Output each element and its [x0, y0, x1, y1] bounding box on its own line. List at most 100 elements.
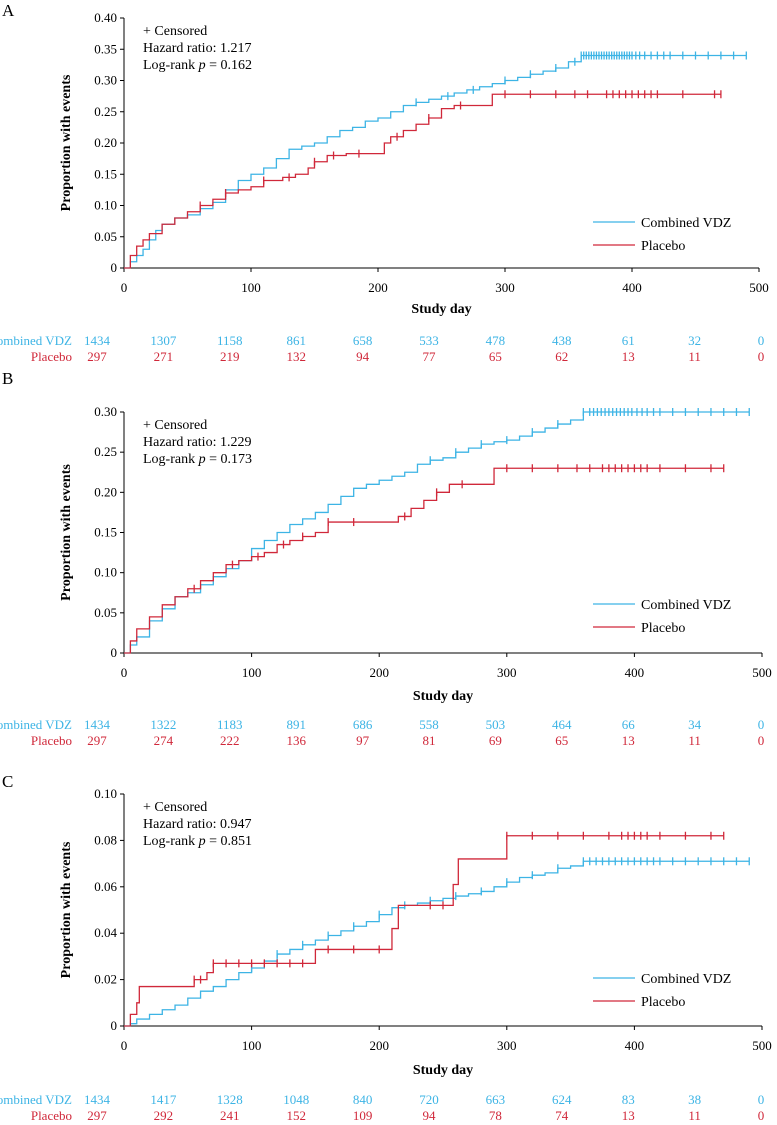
y-tick-label: 0.10 [94, 565, 117, 580]
y-tick-label: 0.40 [94, 10, 117, 25]
risk-count-placebo: 78 [489, 1108, 502, 1123]
y-tick-label: 0.15 [94, 525, 117, 540]
risk-count-vdz: 533 [419, 333, 439, 348]
risk-count-vdz: 478 [486, 333, 506, 348]
risk-count-vdz: 503 [486, 717, 506, 732]
risk-count-placebo: 109 [353, 1108, 373, 1123]
risk-count-placebo: 297 [87, 733, 107, 748]
x-tick-label: 0 [121, 280, 128, 295]
risk-count-vdz: 1322 [150, 717, 176, 732]
legend-label-placebo: Placebo [641, 995, 685, 1010]
risk-count-vdz: 1158 [217, 333, 243, 348]
risk-count-placebo: 222 [220, 733, 240, 748]
y-tick-label: 0 [111, 645, 118, 660]
x-tick-label: 200 [369, 665, 389, 680]
risk-count-vdz: 1417 [150, 1092, 177, 1107]
y-tick-label: 0.10 [94, 786, 117, 801]
x-tick-label: 300 [497, 665, 517, 680]
risk-count-placebo: 13 [622, 1108, 635, 1123]
risk-count-placebo: 97 [356, 733, 370, 748]
risk-count-vdz: 624 [552, 1092, 572, 1107]
risk-count-placebo: 77 [423, 349, 437, 364]
risk-count-placebo: 136 [286, 733, 306, 748]
risk-count-placebo: 69 [489, 733, 502, 748]
risk-count-vdz: 1434 [84, 333, 111, 348]
risk-count-vdz: 558 [419, 717, 439, 732]
risk-count-vdz: 83 [622, 1092, 635, 1107]
risk-count-placebo: 94 [356, 349, 370, 364]
panel-label: C [2, 772, 13, 791]
y-tick-label: 0.25 [94, 444, 117, 459]
risk-count-placebo: 297 [87, 1108, 107, 1123]
x-axis-title: Study day [413, 689, 473, 704]
risk-count-vdz: 1328 [217, 1092, 243, 1107]
risk-count-vdz: 438 [552, 333, 572, 348]
risk-count-vdz: 686 [353, 717, 373, 732]
y-tick-label: 0.10 [94, 198, 117, 213]
risk-count-placebo: 219 [220, 349, 240, 364]
risk-count-placebo: 292 [154, 1108, 174, 1123]
y-axis-title: Proportion with events [59, 74, 74, 211]
risk-count-vdz: 1434 [84, 1092, 111, 1107]
y-axis-title: Proportion with events [59, 464, 74, 601]
y-tick-label: 0.06 [94, 879, 117, 894]
y-tick-label: 0.15 [94, 166, 117, 181]
risk-count-placebo: 271 [154, 349, 174, 364]
risk-count-vdz: 61 [622, 333, 635, 348]
risk-count-vdz: 0 [758, 333, 765, 348]
risk-count-placebo: 0 [758, 733, 765, 748]
risk-count-placebo: 94 [423, 1108, 437, 1123]
risk-label-vdz: Combined VDZ [0, 1092, 72, 1107]
y-tick-label: 0 [111, 260, 118, 275]
logrank-p: Log-rank p = 0.173 [143, 452, 252, 467]
x-tick-label: 300 [495, 280, 515, 295]
x-tick-label: 100 [242, 665, 262, 680]
risk-count-placebo: 11 [688, 1108, 701, 1123]
censored-note: + Censored [143, 800, 207, 815]
x-tick-label: 200 [368, 280, 388, 295]
risk-count-vdz: 658 [353, 333, 373, 348]
y-tick-label: 0.05 [94, 229, 117, 244]
y-tick-label: 0.25 [94, 104, 117, 119]
risk-count-vdz: 720 [419, 1092, 439, 1107]
risk-count-placebo: 65 [555, 733, 568, 748]
risk-label-placebo: Placebo [31, 733, 72, 748]
censored-note: + Censored [143, 24, 207, 39]
y-tick-label: 0.20 [94, 484, 117, 499]
legend-label-vdz: Combined VDZ [641, 598, 731, 613]
hazard-ratio: Hazard ratio: 1.229 [143, 435, 251, 450]
x-tick-label: 500 [752, 665, 772, 680]
x-tick-label: 100 [242, 1038, 262, 1053]
y-axis-title: Proportion with events [59, 841, 74, 978]
risk-label-vdz: Combined VDZ [0, 717, 72, 732]
y-tick-label: 0.20 [94, 135, 117, 150]
risk-label-placebo: Placebo [31, 349, 72, 364]
risk-count-vdz: 1183 [217, 717, 243, 732]
y-tick-label: 0.05 [94, 605, 117, 620]
risk-count-vdz: 34 [688, 717, 702, 732]
x-tick-label: 300 [497, 1038, 517, 1053]
legend-label-vdz: Combined VDZ [641, 216, 731, 231]
panel-a: A 0 0.05 0.10 0.15 0.20 0.25 0.30 0.35 0.40 0 100 20… [0, 1, 769, 364]
risk-count-vdz: 861 [286, 333, 306, 348]
risk-count-placebo: 11 [688, 349, 701, 364]
logrank-p: Log-rank p = 0.851 [143, 834, 252, 849]
risk-count-placebo: 0 [758, 1108, 765, 1123]
x-axis-title: Study day [411, 302, 471, 317]
risk-label-vdz: Combined VDZ [0, 333, 72, 348]
risk-count-vdz: 1307 [150, 333, 177, 348]
risk-count-placebo: 152 [286, 1108, 306, 1123]
x-tick-label: 100 [241, 280, 261, 295]
risk-count-vdz: 0 [758, 717, 765, 732]
risk-count-placebo: 65 [489, 349, 502, 364]
hazard-ratio: Hazard ratio: 0.947 [143, 817, 251, 832]
legend-label-placebo: Placebo [641, 621, 685, 636]
logrank-p: Log-rank p = 0.162 [143, 58, 252, 73]
risk-count-placebo: 132 [286, 349, 306, 364]
risk-count-placebo: 11 [688, 733, 701, 748]
risk-count-placebo: 62 [555, 349, 568, 364]
risk-label-placebo: Placebo [31, 1108, 72, 1123]
risk-count-vdz: 38 [688, 1092, 701, 1107]
series-line-placebo [124, 93, 721, 269]
